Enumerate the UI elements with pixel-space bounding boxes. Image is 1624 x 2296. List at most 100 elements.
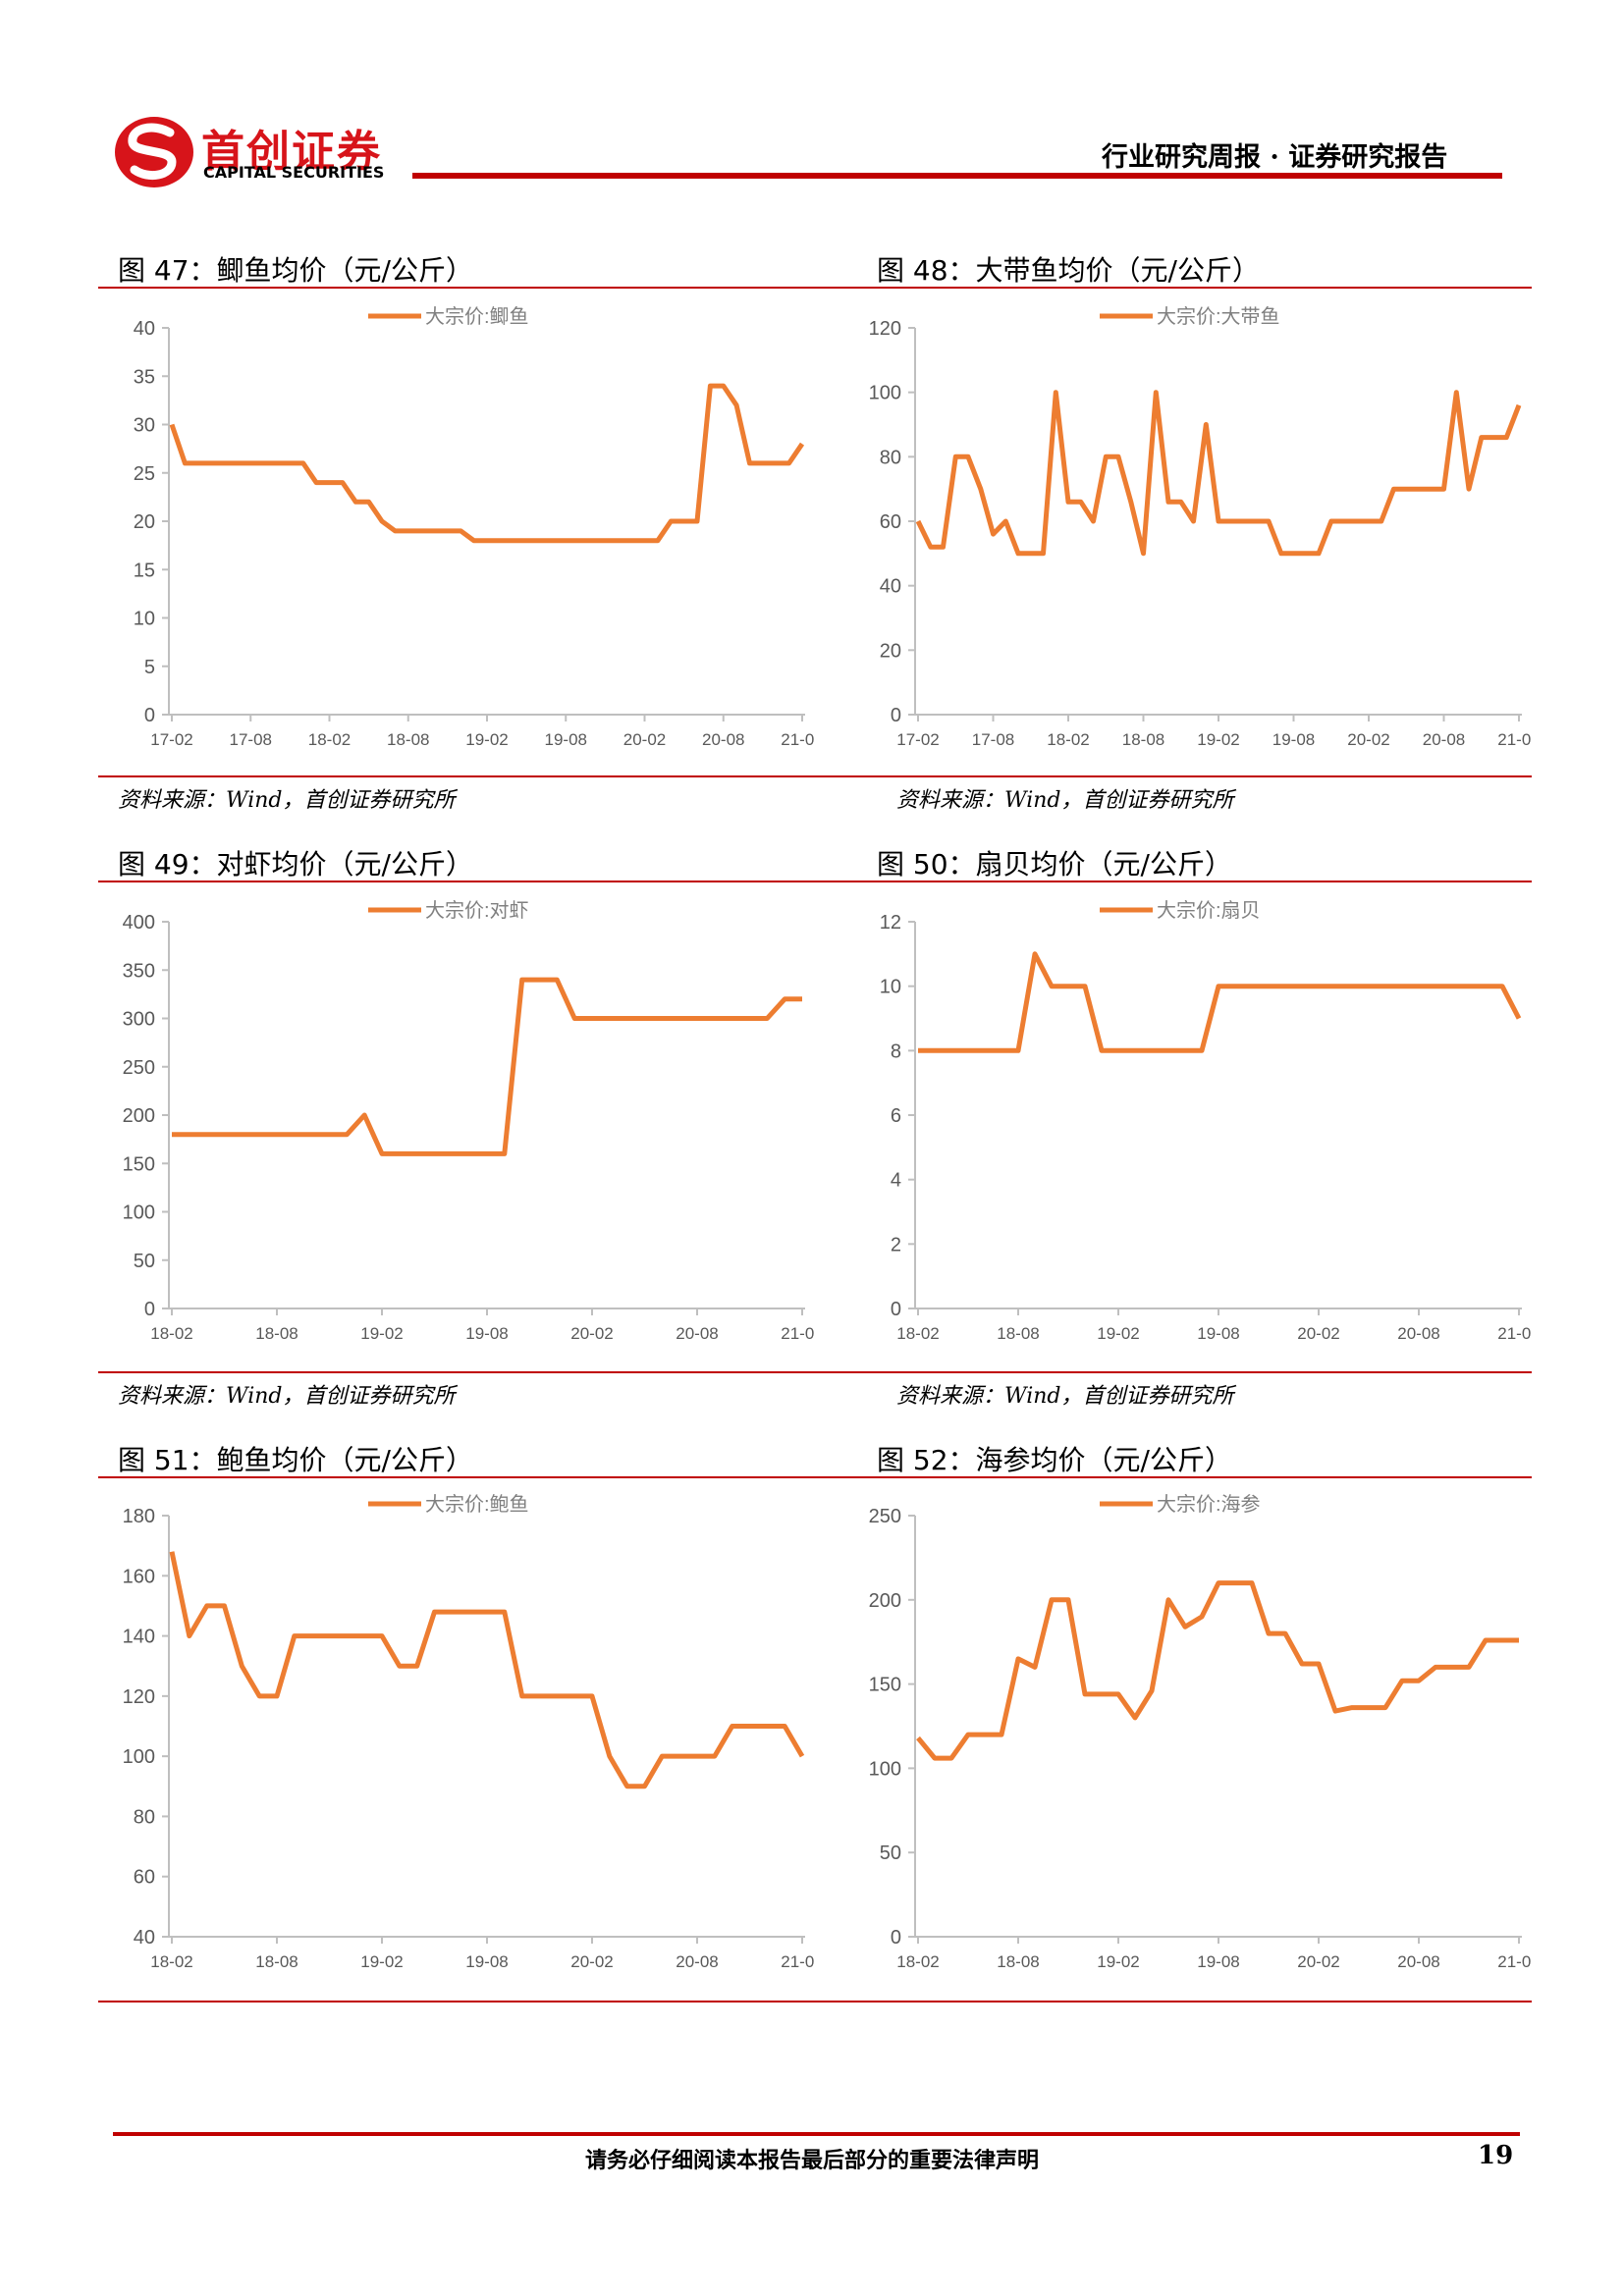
y-tick-label: 200 <box>123 1105 155 1127</box>
y-tick-label: 10 <box>880 977 901 998</box>
series-line <box>916 1580 1519 1761</box>
x-tick-label: 20-08 <box>702 730 744 749</box>
y-tick-label: 15 <box>134 560 155 581</box>
y-tick-label: 350 <box>123 960 155 982</box>
y-tick-label: 400 <box>123 912 155 934</box>
chart: 0 5 10 15 20 25 30 35 40 17-02 17-08 18-02 18-08 19-0… <box>134 305 815 749</box>
y-tick-label: 40 <box>880 576 901 598</box>
x-tick-label: 18-08 <box>255 1324 298 1343</box>
x-tick-label: 19-02 <box>1097 1324 1139 1343</box>
x-tick-label: 20-08 <box>1397 1324 1439 1343</box>
legend-label: 大宗价:大带鱼 <box>1157 305 1280 328</box>
y-tick-label: 0 <box>891 705 901 726</box>
logo-name: 首创证券 <box>201 127 382 177</box>
y-tick-label: 100 <box>869 1758 901 1780</box>
y-tick-label: 4 <box>891 1170 901 1192</box>
legend-label: 大宗价:海参 <box>1157 1493 1261 1516</box>
x-tick-label: 19-02 <box>360 1324 403 1343</box>
x-tick-label: 18-02 <box>1047 730 1089 749</box>
figure-rule <box>98 1476 1532 1478</box>
figure-source: 资料来源：Wind，首创证券研究所 <box>118 788 456 813</box>
figure-title: 图 51：鲍鱼均价（元/公斤） <box>118 1444 473 1476</box>
y-tick-label: 25 <box>134 463 155 485</box>
y-tick-label: 120 <box>123 1686 155 1708</box>
series-line <box>169 1551 805 1789</box>
x-tick-label: 18-08 <box>997 1324 1039 1343</box>
header-rule <box>412 173 1502 179</box>
legend-label: 大宗价:鲍鱼 <box>425 1493 529 1516</box>
x-tick-label: 21-02 <box>1497 1324 1532 1343</box>
y-tick-label: 0 <box>144 1299 155 1320</box>
x-tick-label: 18-08 <box>387 730 429 749</box>
chart: 0 2 4 6 8 10 12 18-02 18-08 19-02 19-08 20-02 20-08 2… <box>880 899 1532 1343</box>
x-tick-label: 19-08 <box>1197 1952 1239 1971</box>
footer-rule <box>113 2132 1520 2136</box>
y-tick-label: 150 <box>123 1153 155 1175</box>
y-tick-label: 120 <box>869 318 901 340</box>
y-tick-label: 200 <box>869 1590 901 1612</box>
figure-rule <box>98 881 1532 882</box>
series-line <box>918 951 1522 1053</box>
y-tick-label: 150 <box>869 1675 901 1696</box>
x-tick-label: 18-08 <box>255 1952 298 1971</box>
y-tick-label: 300 <box>123 1009 155 1031</box>
x-tick-label: 19-08 <box>465 1952 508 1971</box>
y-tick-label: 40 <box>134 318 155 340</box>
y-tick-label: 50 <box>134 1251 155 1272</box>
x-tick-label: 19-02 <box>1197 730 1239 749</box>
y-tick-label: 8 <box>891 1041 901 1062</box>
figure-source: 资料来源：Wind，首创证券研究所 <box>118 1384 456 1409</box>
y-tick-label: 0 <box>144 705 155 726</box>
x-tick-label: 17-02 <box>896 730 939 749</box>
report-type: 行业研究周报 · 证券研究报告 <box>1102 142 1448 173</box>
logo-subtitle: CAPITAL SECURITIES <box>203 163 385 182</box>
x-tick-label: 18-02 <box>150 1324 192 1343</box>
x-tick-label: 21-02 <box>781 1952 815 1971</box>
series-line <box>172 977 802 1156</box>
x-tick-label: 21-02 <box>1497 730 1532 749</box>
figure-title: 图 47：鲫鱼均价（元/公斤） <box>118 254 473 287</box>
x-tick-label: 21-02 <box>781 1324 815 1343</box>
x-tick-label: 20-02 <box>1297 1324 1339 1343</box>
figure-title: 图 52：海参均价（元/公斤） <box>877 1444 1232 1476</box>
x-tick-label: 19-08 <box>1197 1324 1239 1343</box>
y-tick-label: 50 <box>880 1842 901 1864</box>
x-tick-label: 20-02 <box>570 1324 613 1343</box>
y-tick-label: 0 <box>891 1927 901 1949</box>
x-tick-label: 18-08 <box>997 1952 1039 1971</box>
y-tick-label: 80 <box>134 1806 155 1828</box>
x-tick-label: 20-08 <box>676 1952 718 1971</box>
x-tick-label: 18-02 <box>896 1952 939 1971</box>
y-tick-label: 100 <box>869 383 901 404</box>
x-tick-label: 20-02 <box>623 730 666 749</box>
x-tick-label: 20-08 <box>1423 730 1465 749</box>
x-tick-label: 19-08 <box>545 730 587 749</box>
legend-label: 大宗价:对虾 <box>425 899 529 922</box>
y-tick-label: 40 <box>134 1927 155 1949</box>
page-number: 19 <box>1478 2141 1514 2170</box>
x-tick-label: 19-02 <box>465 730 508 749</box>
figure-rule <box>98 287 1532 289</box>
series-line <box>169 383 805 544</box>
figure-rule <box>98 775 1532 777</box>
x-tick-label: 17-08 <box>972 730 1014 749</box>
x-tick-label: 17-02 <box>150 730 192 749</box>
figure-rule <box>98 2001 1532 2002</box>
y-tick-label: 100 <box>123 1746 155 1768</box>
x-tick-label: 18-08 <box>1122 730 1164 749</box>
x-tick-label: 18-02 <box>896 1324 939 1343</box>
x-tick-label: 19-08 <box>1272 730 1315 749</box>
x-tick-label: 18-02 <box>150 1952 192 1971</box>
x-tick-label: 20-02 <box>1297 1952 1339 1971</box>
x-tick-label: 21-02 <box>1497 1952 1532 1971</box>
figure-title: 图 49：对虾均价（元/公斤） <box>118 848 473 881</box>
y-tick-label: 6 <box>891 1105 901 1127</box>
legend-label: 大宗价:扇贝 <box>1157 899 1261 922</box>
chart: 0 50 100 150 200 250 300 350 400 18-02 18-08 19-02 1… <box>123 899 815 1343</box>
x-tick-label: 20-08 <box>1397 1952 1439 1971</box>
y-tick-label: 250 <box>869 1506 901 1527</box>
x-tick-label: 20-02 <box>570 1952 613 1971</box>
y-tick-label: 5 <box>144 657 155 678</box>
y-tick-label: 100 <box>123 1202 155 1224</box>
